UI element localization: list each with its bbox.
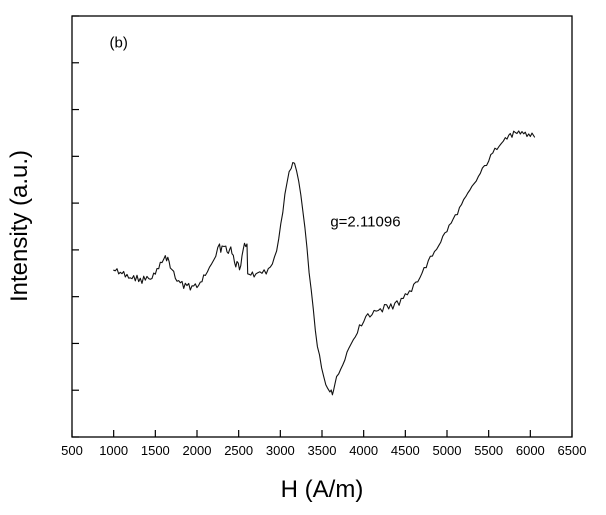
y-axis-label: Intensity (a.u.) <box>6 150 33 302</box>
x-tick-label: 5000 <box>433 443 462 458</box>
x-tick-label: 6500 <box>558 443 587 458</box>
x-tick-label: 5500 <box>474 443 503 458</box>
spectrum-line <box>113 130 536 396</box>
x-tick-label: 1000 <box>99 443 128 458</box>
plot-border <box>71 15 573 438</box>
g-value-annotation: g=2.11096 <box>330 214 400 231</box>
x-tick-label: 500 <box>61 443 83 458</box>
y-axis-ticks <box>72 15 79 438</box>
panel-label: (b) <box>110 35 128 52</box>
x-axis-label: H (A/m) <box>281 476 364 503</box>
x-tick-label: 4500 <box>391 443 420 458</box>
x-tick-label: 1500 <box>141 443 170 458</box>
x-tick-label: 2000 <box>183 443 212 458</box>
x-tick-label: 4000 <box>349 443 378 458</box>
x-tick-label: 6000 <box>516 443 545 458</box>
x-axis-ticks: 500 1000 1500 2000 2500 3000 3500 4000 4500 5000 5… <box>61 430 586 458</box>
x-tick-label: 3500 <box>308 443 337 458</box>
x-tick-label: 2500 <box>224 443 253 458</box>
x-tick-label: 3000 <box>266 443 295 458</box>
